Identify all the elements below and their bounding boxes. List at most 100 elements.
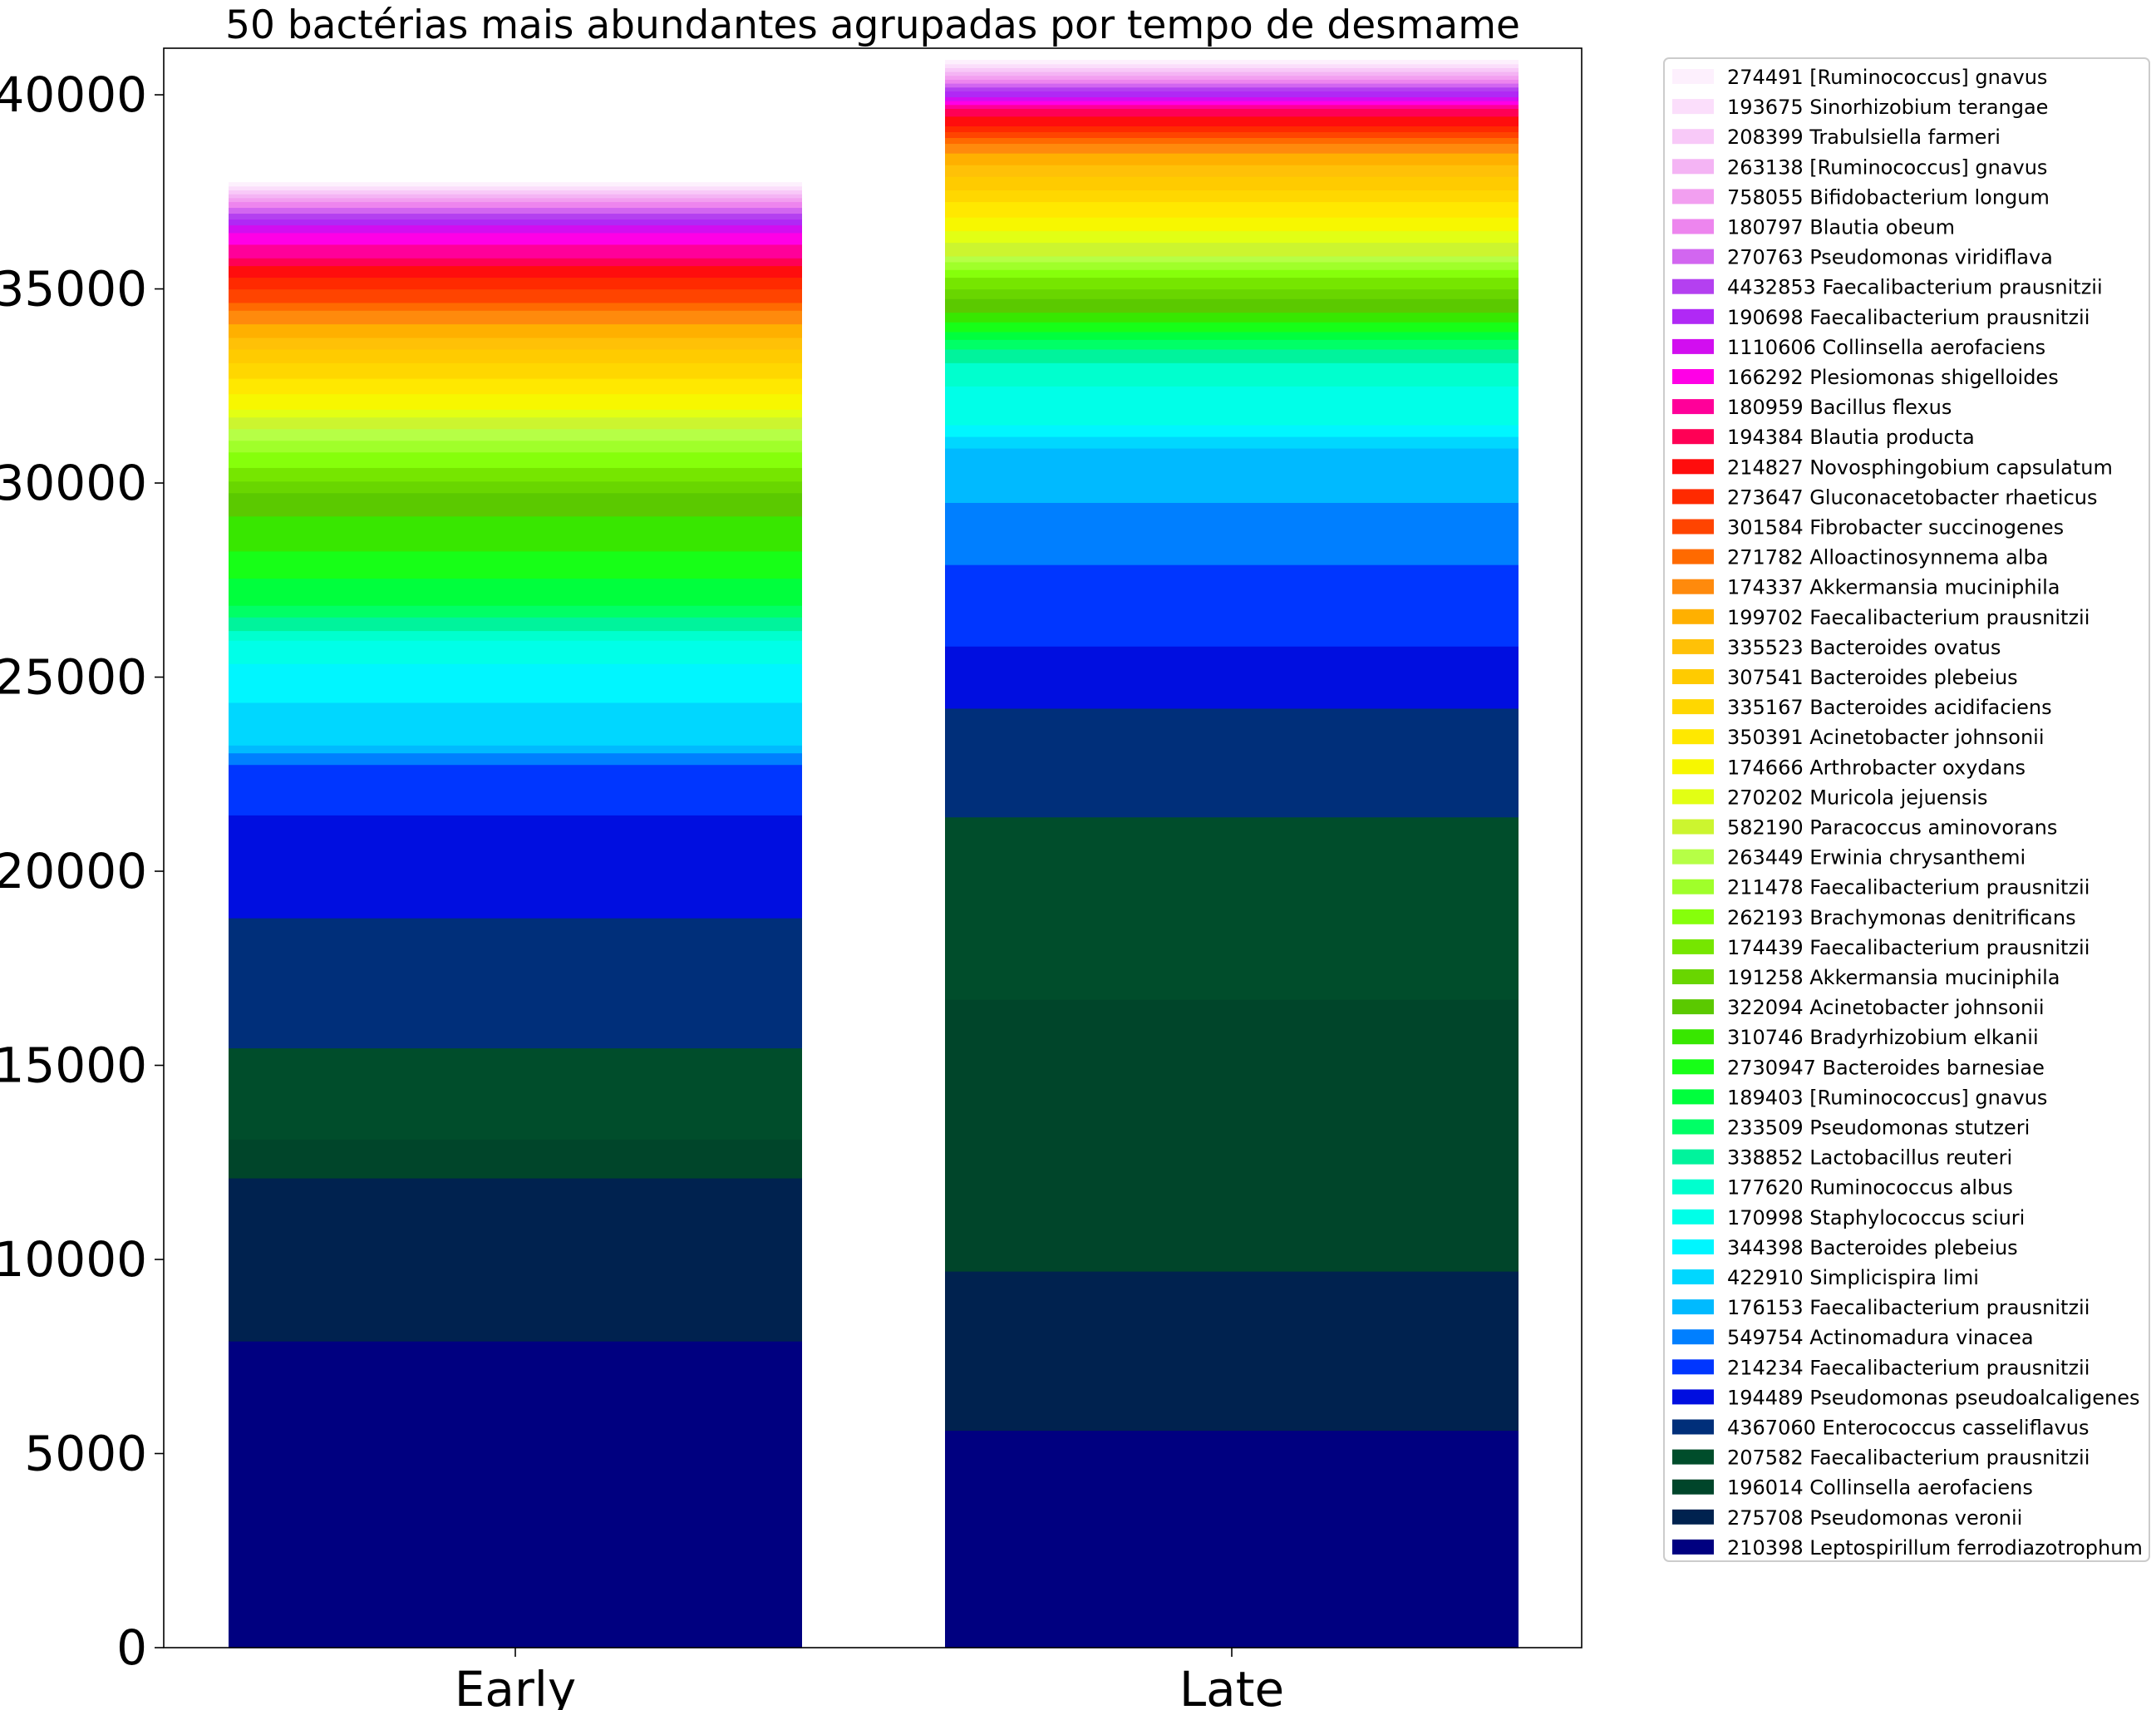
bar-segment	[945, 153, 1519, 165]
y-tick-label: 15000	[0, 1037, 147, 1094]
legend-swatch	[1672, 519, 1714, 535]
bar-segment	[945, 67, 1519, 72]
legend-label: 335523 Bacteroides ovatus	[1727, 636, 2001, 659]
bar-segment	[229, 515, 802, 552]
bar-segment	[229, 409, 802, 418]
legend-swatch	[1672, 249, 1714, 264]
legend-label: 174666 Arthrobacter oxydans	[1727, 756, 2026, 779]
bar-segment	[229, 663, 802, 703]
bar-segment	[229, 393, 802, 410]
bar-segment	[229, 480, 802, 494]
legend-swatch	[1672, 338, 1714, 354]
legend-label: 4432853 Faecalibacterium prausnitzii	[1727, 276, 2103, 299]
bar-segment	[945, 261, 1519, 270]
legend-swatch	[1672, 278, 1714, 294]
bar-stack-early	[229, 182, 802, 1648]
bar-segment	[945, 564, 1519, 647]
legend-swatch	[1672, 1239, 1714, 1254]
bar-segment	[945, 126, 1519, 133]
bar-segment	[945, 436, 1519, 449]
y-tick-label: 25000	[0, 649, 147, 706]
legend-swatch	[1672, 489, 1714, 505]
bar-segment	[229, 918, 802, 1049]
legend-swatch	[1672, 549, 1714, 564]
bar-segment	[945, 816, 1519, 1000]
bar-segment	[229, 617, 802, 632]
bar-segment	[945, 331, 1519, 340]
y-tick-label: 0	[116, 1619, 147, 1676]
legend-label: 210398 Leptospirillum ferrodiazotrophum	[1727, 1536, 2143, 1560]
legend-items: 274491 [Ruminococcus] gnavus 193675 Sinor…	[1672, 66, 2143, 1560]
bar-segment	[945, 143, 1519, 154]
legend-label: 194384 Blautia producta	[1727, 426, 1975, 449]
legend-swatch	[1672, 129, 1714, 145]
bar-segment	[229, 428, 802, 441]
legend-swatch	[1672, 399, 1714, 415]
legend-label: 180797 Blautia obeum	[1727, 216, 1955, 239]
bar-segment	[229, 190, 802, 195]
legend-label: 176153 Faecalibacterium prausnitzii	[1727, 1296, 2090, 1319]
legend-swatch	[1672, 1029, 1714, 1045]
legend-label: 307541 Bacteroides plebeius	[1727, 666, 2018, 689]
legend-label: 190698 Faecalibacterium prausnitzii	[1727, 306, 2090, 329]
legend-label: 350391 Acinetobacter johnsonii	[1727, 726, 2045, 749]
bar-segment	[229, 1139, 802, 1179]
bar-segment	[945, 190, 1519, 203]
bar-segment	[229, 219, 802, 226]
legend-label: 211478 Faecalibacterium prausnitzii	[1727, 876, 2090, 899]
legend-label: 262193 Brachymonas denitrificans	[1727, 906, 2076, 929]
bar-segment	[229, 605, 802, 618]
legend-swatch	[1672, 1449, 1714, 1465]
legend-swatch	[1672, 1269, 1714, 1284]
legend-label: 214827 Novosphingobium capsulatum	[1727, 456, 2113, 479]
x-tick-label: Late	[1179, 1661, 1284, 1710]
legend-swatch	[1672, 1539, 1714, 1555]
bar-segment	[229, 224, 802, 234]
bar-segment	[945, 108, 1519, 117]
bar-segment	[945, 217, 1519, 232]
bar-segment	[945, 176, 1519, 191]
legend-swatch	[1672, 909, 1714, 924]
bars-group	[229, 60, 1519, 1648]
bar-segment	[229, 702, 802, 746]
legend-swatch	[1672, 939, 1714, 954]
bar-segment	[945, 242, 1519, 257]
legend-swatch	[1672, 1149, 1714, 1165]
legend-label: 208399 Trabulsiella farmeri	[1727, 126, 2001, 149]
bar-segment	[229, 194, 802, 199]
legend-label: 4367060 Enterococcus casseliflavus	[1727, 1417, 2089, 1440]
y-axis: 0 5000 10000 15000 20000 25000 30000 35000 40000	[0, 67, 164, 1676]
legend-label: 273647 Gluconacetobacter rhaeticus	[1727, 485, 2098, 509]
bar-segment	[945, 362, 1519, 387]
bar-segment	[945, 91, 1519, 97]
legend-swatch	[1672, 69, 1714, 84]
bar-segment	[945, 63, 1519, 68]
bar-segment	[229, 207, 802, 214]
bar-segment	[945, 1430, 1519, 1648]
legend-label: 189403 [Ruminococcus] gnavus	[1727, 1086, 2047, 1109]
legend-swatch	[1672, 969, 1714, 984]
legend-label: 199702 Faecalibacterium prausnitzii	[1727, 606, 2090, 629]
bar-segment	[945, 255, 1519, 263]
legend-swatch	[1672, 729, 1714, 745]
bar-segment	[229, 764, 802, 816]
bar-segment	[229, 362, 802, 379]
legend-swatch	[1672, 1419, 1714, 1435]
legend-swatch	[1672, 579, 1714, 594]
bar-segment	[945, 277, 1519, 290]
bar-segment	[229, 185, 802, 191]
legend-label: 335167 Bacteroides acidifaciens	[1727, 696, 2052, 719]
legend-label: 194489 Pseudomonas pseudoalcaligenes	[1727, 1386, 2140, 1409]
legend-label: 191258 Akkermansia muciniphila	[1727, 966, 2060, 989]
legend-label: 177620 Ruminococcus albus	[1727, 1176, 2013, 1200]
bar-segment	[229, 640, 802, 664]
bar-segment	[229, 310, 802, 325]
legend-swatch	[1672, 159, 1714, 175]
bar-segment	[945, 137, 1519, 145]
y-tick-label: 10000	[0, 1231, 147, 1288]
bar-segment	[229, 451, 802, 468]
legend-swatch	[1672, 1329, 1714, 1345]
x-axis: Early Late	[455, 1648, 1284, 1710]
y-tick-label: 5000	[24, 1426, 147, 1482]
